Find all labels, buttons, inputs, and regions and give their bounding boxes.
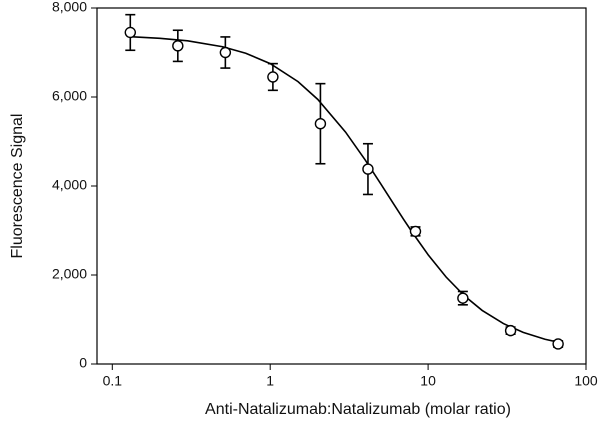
data-point (409, 225, 422, 238)
y-axis-title: Fluorescence Signal (9, 114, 26, 259)
data-point (172, 40, 184, 52)
plot-frame (96, 7, 587, 365)
y-tick-label: 8,000 (52, 0, 87, 15)
data-point (504, 324, 517, 337)
x-tick-label: 100 (574, 373, 598, 389)
data-point (457, 292, 469, 304)
x-tick-label: 0.1 (103, 373, 123, 389)
fit-curve (130, 35, 562, 344)
x-axis-title: Anti-Natalizumab:Natalizumab (molar rati… (205, 401, 511, 418)
data-point (362, 163, 374, 175)
y-tick-label: 4,000 (52, 177, 87, 193)
x-tick-label: 1 (266, 373, 274, 389)
y-tick-label: 2,000 (52, 266, 87, 282)
y-tick-label: 6,000 (52, 88, 87, 104)
x-tick-label: 10 (420, 373, 436, 389)
y-tick-label: 0 (79, 355, 87, 371)
data-point (219, 46, 232, 59)
data-point (267, 71, 279, 83)
data-point (124, 26, 136, 39)
data-point (552, 338, 564, 350)
data-point (314, 117, 327, 130)
